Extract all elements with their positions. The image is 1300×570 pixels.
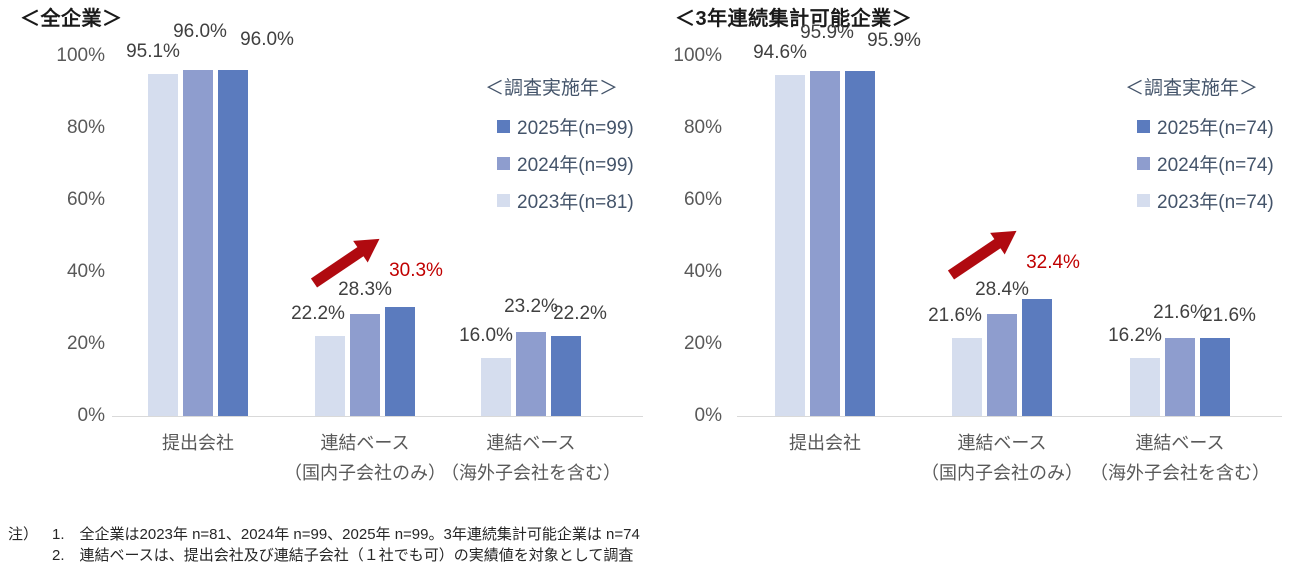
legend-label-2024: 2024年(n=74) [1157,155,1274,176]
legend-label-2025: 2025年(n=74) [1157,118,1274,139]
bar-2023-group1 [148,73,178,416]
chart-title: ＜全企業＞ [20,8,123,30]
legend-swatch-2024 [1137,157,1150,170]
footnote-line-2: 2. 連結ベースは、提出会社及び連結子会社（１社でも可）の実績値を対象として調査 [52,547,634,564]
legend-item-2023: 2023年(n=74) [1137,182,1300,219]
legend-swatch-2023 [497,194,510,207]
chart-title: ＜3年連続集計可能企業＞ [675,8,913,30]
bar-2024-group1 [810,70,840,416]
legend-title: ＜調査実施年＞ [1125,78,1259,99]
y-axis-tick-label: 60% [66,189,105,210]
increase-arrow-icon [947,231,1017,280]
legend-item-2023: 2023年(n=81) [497,182,665,219]
legend-items: 2025年(n=74) 2024年(n=74) 2023年(n=74) [1137,108,1300,219]
legend: ＜調査実施年＞ 2025年(n=99) 2024年(n=99) 2023年(n=81… [485,78,665,219]
data-label-2025-group2: 32.4% [1026,252,1080,274]
bar-2025-group2 [385,306,415,416]
data-label-2024-group1: 96.0% [173,21,227,43]
data-label-2024-group1: 95.9% [800,21,854,43]
bar-2025-group1 [845,70,875,416]
legend-swatch-2025 [497,120,510,133]
legend-label-2024: 2024年(n=99) [517,155,634,176]
bar-2025-group2 [1022,299,1052,416]
data-label-2023-group3: 16.2% [1108,324,1162,346]
bar-2024-group2 [987,313,1017,416]
footnotes: 注） 1. 全企業は2023年 n=81、2024年 n=99、2025年 n=… [8,524,640,566]
data-label-2025-group1: 95.9% [867,29,921,51]
bar-2023-group3 [481,358,511,416]
legend: ＜調査実施年＞ 2025年(n=74) 2024年(n=74) 2023年(n=74… [1125,78,1300,219]
bar-2023-group1 [775,75,805,416]
chart-panel-all-companies: ＜全企業＞ 0% 20% 40% 60% 80% 100% 95.1% 22.2% 16.0% 9… [0,0,650,520]
legend-items: 2025年(n=99) 2024年(n=99) 2023年(n=81) [497,108,665,219]
footnote-line-1: 1. 全企業は2023年 n=81、2024年 n=99、2025年 n=99。… [52,526,640,543]
legend-swatch-2024 [497,157,510,170]
category-label-group1-line1: 提出会社 [162,433,234,453]
data-label-2025-group3: 21.6% [1202,305,1256,327]
legend-swatch-2023 [1137,194,1150,207]
category-label-group2-line1: 連結ベース [957,433,1047,453]
y-axis-tick-label: 80% [66,117,105,138]
legend-label-2025: 2025年(n=99) [517,118,634,139]
bar-2023-group2 [952,338,982,416]
bar-2025-group3 [1200,338,1230,416]
data-label-2023-group2: 21.6% [928,305,982,327]
bar-2024-group2 [350,314,380,416]
y-axis-tick-label: 0% [77,405,105,426]
y-axis-tick-label: 40% [66,261,105,282]
y-axis-tick-label: 20% [66,333,105,354]
data-label-2025-group3: 22.2% [553,303,607,325]
category-label-group2-line2: （国内子会社のみ） [921,463,1083,483]
x-axis-line [112,416,643,417]
y-axis-tick-label: 100% [673,45,722,66]
plot-area: 0% 20% 40% 60% 80% 100% 95.1% 22.2% 16.0% 96.0% 28… [0,0,650,520]
category-label-group2-line1: 連結ベース [320,433,410,453]
x-axis-line [737,416,1282,417]
legend-swatch-2025 [1137,120,1150,133]
y-axis-tick-label: 80% [683,117,722,138]
bar-2023-group3 [1130,357,1160,416]
category-label-group3-line2: （海外子会社を含む） [441,463,621,483]
data-label-2024-group3: 21.6% [1153,302,1207,324]
bar-2024-group1 [183,70,213,416]
data-label-2023-group1: 94.6% [753,42,807,64]
legend-item-2024: 2024年(n=74) [1137,145,1300,182]
bar-2023-group2 [315,336,345,416]
data-label-2024-group2: 28.3% [338,279,392,301]
data-label-2023-group1: 95.1% [126,40,180,62]
plot-area: 0% 20% 40% 60% 80% 100% 94.6% 21.6% 16.2% 95.9% 28… [650,0,1300,520]
increase-arrow-icon [310,238,380,288]
category-label-group1-line1: 提出会社 [789,433,861,453]
legend-label-2023: 2023年(n=81) [517,192,634,213]
chart-panel-3yr-companies: ＜3年連続集計可能企業＞ 0% 20% 40% 60% 80% 100% 94.6% 21.6… [650,0,1300,520]
data-label-2024-group3: 23.2% [504,296,558,318]
data-label-2023-group3: 16.0% [459,325,513,347]
category-label-group2-line2: （国内子会社のみ） [284,463,446,483]
y-axis-tick-label: 40% [683,261,722,282]
y-axis-tick-label: 20% [683,333,722,354]
category-label-group3-line1: 連結ベース [486,433,576,453]
bar-2025-group1 [218,70,248,416]
bar-2025-group3 [551,336,581,416]
legend-item-2025: 2025年(n=99) [497,108,665,145]
y-axis-tick-label: 60% [683,189,722,210]
bar-2024-group3 [516,332,546,416]
data-label-2025-group1: 96.0% [240,29,294,51]
footnote-lines: 1. 全企業は2023年 n=81、2024年 n=99、2025年 n=99。… [52,524,640,566]
y-axis-tick-label: 0% [694,405,722,426]
footnote-prefix: 注） [8,526,39,543]
category-label-group3-line2: （海外子会社を含む） [1090,463,1270,483]
legend-label-2023: 2023年(n=74) [1157,192,1274,213]
data-label-2025-group2: 30.3% [389,259,443,281]
legend-item-2025: 2025年(n=74) [1137,108,1300,145]
data-label-2023-group2: 22.2% [291,303,345,325]
data-label-2024-group2: 28.4% [975,278,1029,300]
legend-title: ＜調査実施年＞ [485,78,619,99]
bar-2024-group3 [1165,338,1195,416]
legend-item-2024: 2024年(n=99) [497,145,665,182]
category-label-group3-line1: 連結ベース [1135,433,1225,453]
y-axis-tick-label: 100% [56,45,105,66]
